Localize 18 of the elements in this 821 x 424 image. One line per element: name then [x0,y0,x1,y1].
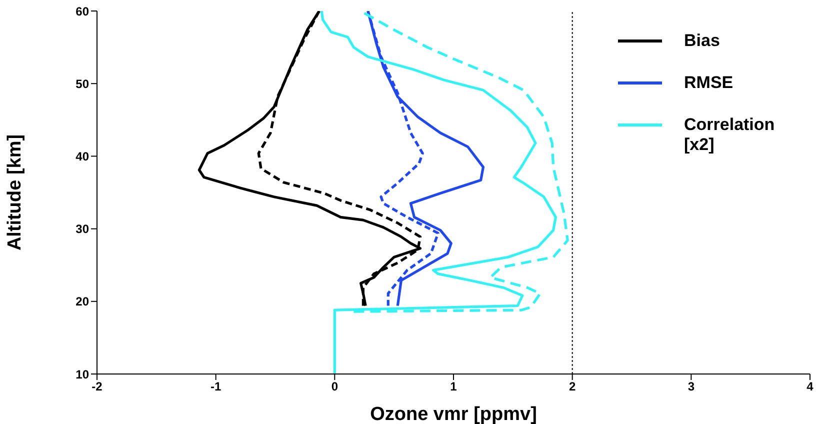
x-tick-label: -1 [210,380,222,394]
x-tick-label: 1 [450,380,458,394]
y-tick-label: 10 [76,367,90,382]
x-tick-label: 3 [688,380,695,394]
y-axis-title: Altitude [km] [4,134,26,251]
y-tick-label: 20 [76,294,90,309]
x-tick-label: 2 [568,380,576,394]
x-tick-label: -2 [92,380,103,394]
y-tick-label: 40 [76,149,90,164]
legend-label: Bias [684,31,720,51]
legend-label: Correlation [x2] [684,115,776,155]
y-tick-label: 50 [76,76,90,91]
x-tick-label: 0 [331,380,338,394]
y-tick-label: 30 [76,222,90,236]
x-axis-title: Ozone vmr [ppmv] [370,404,537,424]
legend-label: RMSE [684,73,734,93]
y-tick-label: 60 [76,4,90,18]
x-tick-label: 4 [806,380,814,394]
